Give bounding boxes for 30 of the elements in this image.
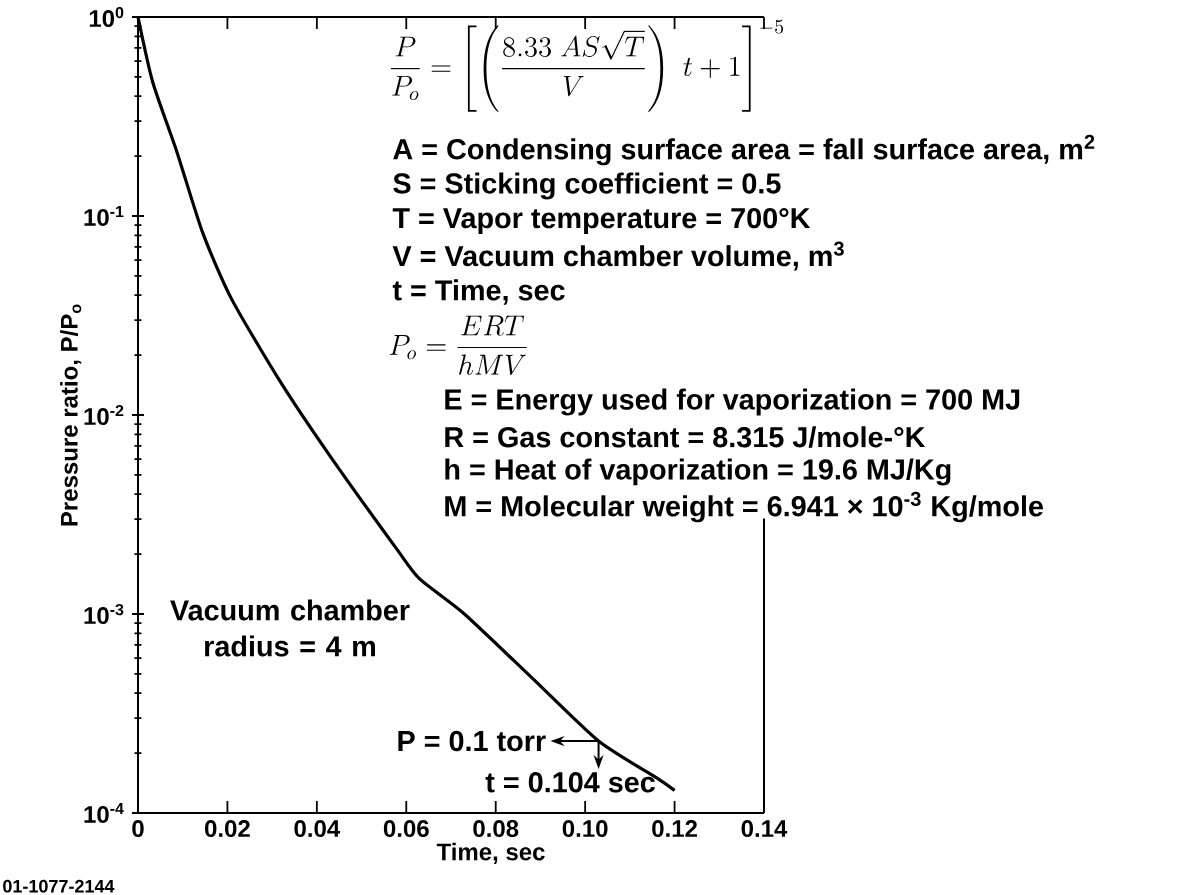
annotation: P = 0.1 torr	[398, 730, 546, 752]
annotation: R = Gas constant = 8.315 J/mole-°K	[445, 426, 926, 448]
y-tick-label: 10$^{-4}$	[84, 803, 124, 823]
annotation: S = Sticking coefficient = 0.5	[393, 172, 781, 200]
annotation: Vacuum chamber radius = 4 m	[170, 599, 410, 657]
x-tick-label: 0	[132, 820, 144, 838]
y-tick-label: 10$^{0}$	[89, 6, 124, 28]
x-tick-label: 0.04	[294, 820, 341, 838]
annotation: E = Energy used for vaporization = 700 MJ	[445, 388, 1020, 416]
annotation: h = Heat of vaporization = 19.6 MJ/Kg	[445, 458, 951, 486]
annotation: V = Vacuum chamber volume, m$^{3}$	[392, 241, 844, 271]
x-tick-label: 0.10	[562, 820, 608, 838]
annotation: t = 0.104 sec	[485, 772, 655, 793]
x-tick-label: 0.12	[652, 820, 697, 838]
y-axis-title: Pressure ratio, P/P$_{o}$	[60, 304, 82, 526]
annotation: t = Time, sec	[392, 279, 565, 305]
x-tick-label: 0.08	[473, 820, 519, 838]
x-tick-label: 0.06	[383, 820, 429, 838]
annotation: T = Vapor temperature = 700°K	[392, 207, 811, 235]
y-tick-label: 10$^{-2}$	[84, 404, 124, 426]
x-tick-label: 0.02	[205, 820, 250, 838]
text: 01-1077-2144	[3, 879, 115, 893]
annotation: $P_o = \frac{ERT}{hMV}$	[389, 315, 527, 376]
annotation: $\frac{P}{P_o} = \left[\left(\frac{8.33\ AS\sqrt{T}}{V}\right)\ t+1\right]^{-5}$	[390, 19, 784, 112]
x-tick-label: 0.14	[741, 820, 788, 838]
y-tick-label: 10$^{-3}$	[84, 603, 124, 625]
y-tick-label: 10$^{-1}$	[84, 206, 124, 226]
annotation: M = Molecular weight = 6.941 × 10$^{-3}$ Kg/mole	[445, 491, 1043, 523]
annotation: A = Condensing surface area = fall surface area, m$^{2}$	[393, 134, 1095, 166]
x-axis-title: Time, sec	[436, 842, 545, 864]
